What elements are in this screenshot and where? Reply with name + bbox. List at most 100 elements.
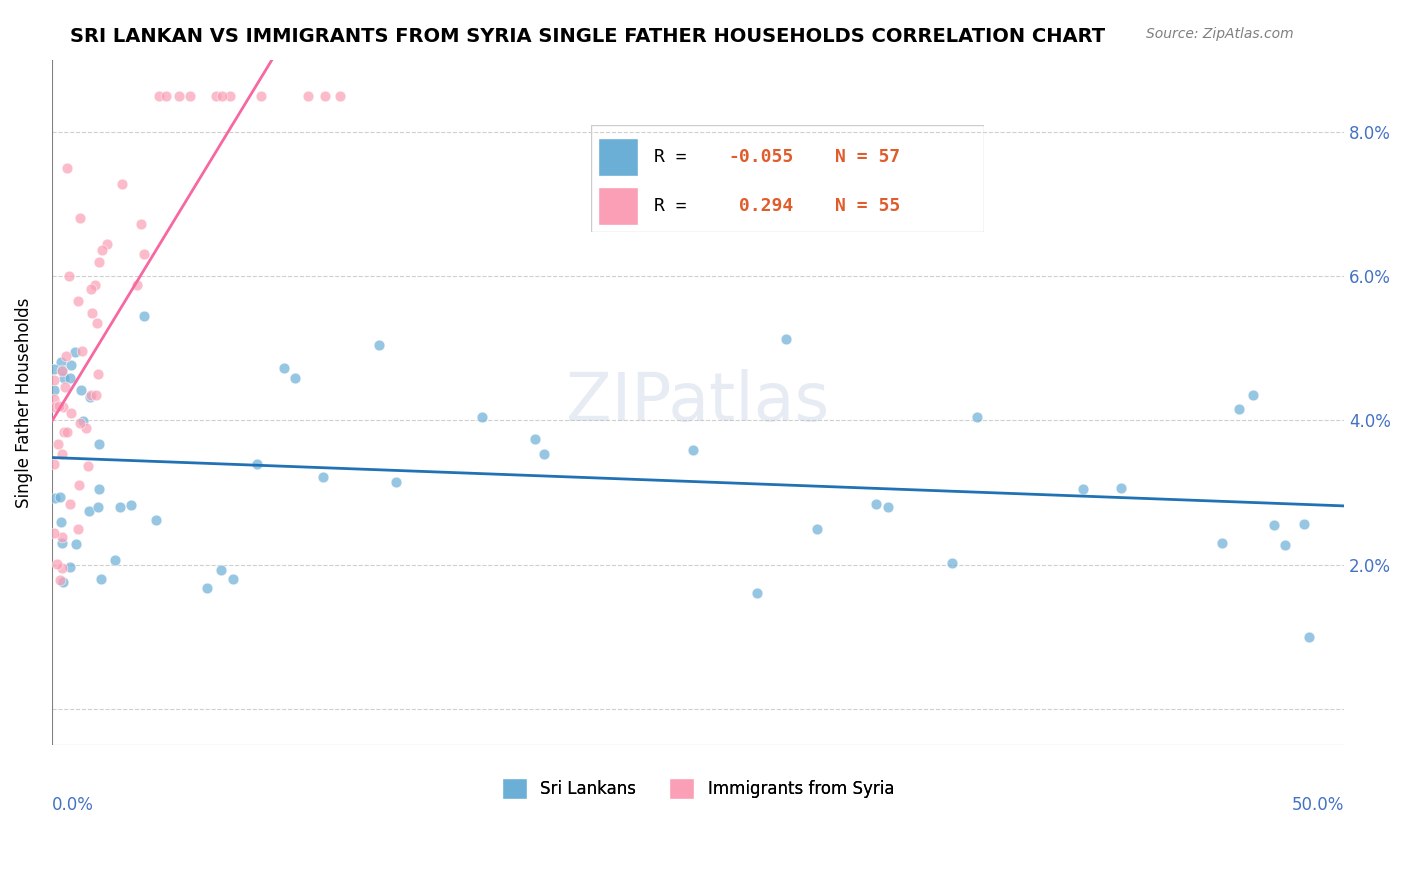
Point: [46, 557, 69, 571]
Text: 0.0%: 0.0%: [52, 797, 94, 814]
Text: N = 55: N = 55: [835, 197, 900, 215]
Point: [53, 425, 76, 439]
Point: [67, 478, 90, 492]
Point: [58, 268, 80, 283]
Point: [55, 349, 77, 363]
Point: [51, 447, 73, 461]
Point: [368, 337, 391, 351]
Point: [682, 442, 704, 457]
Point: [53, 379, 76, 393]
Text: R =: R =: [654, 197, 697, 215]
Point: [132, 309, 155, 323]
Point: [69, 211, 91, 226]
Text: ZIPatlas: ZIPatlas: [567, 369, 830, 435]
Point: [79, 388, 101, 402]
Point: [65, 537, 87, 551]
Text: 0.294: 0.294: [728, 197, 793, 215]
Point: [44, 526, 66, 541]
Point: [86, 316, 108, 330]
Text: R =: R =: [654, 148, 697, 166]
Text: Source: ZipAtlas.com: Source: ZipAtlas.com: [1146, 27, 1294, 41]
Point: [87, 482, 110, 496]
Point: [44, 457, 66, 471]
Point: [209, 563, 232, 577]
Text: -0.055: -0.055: [728, 148, 793, 166]
Point: [125, 277, 148, 292]
Point: [120, 498, 142, 512]
Point: [284, 371, 307, 385]
Point: [966, 410, 988, 425]
Point: [155, 88, 177, 103]
Point: [89, 437, 111, 451]
Point: [79, 390, 101, 404]
Point: [1241, 387, 1264, 401]
Point: [167, 88, 190, 103]
Point: [218, 88, 240, 103]
Point: [80, 305, 103, 319]
Point: [79, 282, 101, 296]
Point: [865, 497, 887, 511]
Point: [1263, 517, 1285, 532]
Text: 50.0%: 50.0%: [1292, 797, 1344, 814]
Point: [52, 401, 75, 415]
Point: [70, 384, 93, 398]
Text: SRI LANKAN VS IMMIGRANTS FROM SYRIA SINGLE FATHER HOUSEHOLDS CORRELATION CHART: SRI LANKAN VS IMMIGRANTS FROM SYRIA SING…: [70, 27, 1105, 45]
Point: [104, 553, 127, 567]
Point: [941, 557, 963, 571]
Point: [51, 364, 73, 378]
Point: [72, 414, 94, 428]
Point: [51, 560, 73, 574]
Point: [77, 504, 100, 518]
Point: [77, 458, 100, 473]
Point: [250, 88, 273, 103]
Point: [87, 368, 110, 382]
Point: [75, 420, 97, 434]
Point: [195, 581, 218, 595]
Point: [1298, 630, 1320, 644]
Point: [179, 88, 201, 103]
Point: [87, 500, 110, 514]
Point: [65, 344, 87, 359]
Point: [52, 575, 75, 590]
Point: [806, 522, 828, 536]
Point: [131, 218, 153, 232]
Point: [44, 383, 66, 397]
Point: [1211, 536, 1233, 550]
Point: [1294, 516, 1316, 531]
Point: [58, 371, 80, 385]
Point: [48, 399, 70, 413]
Point: [314, 88, 336, 103]
Point: [56, 161, 79, 175]
Point: [44, 362, 66, 376]
Point: [108, 500, 131, 514]
Point: [745, 586, 768, 600]
Point: [524, 432, 547, 446]
Point: [205, 88, 228, 103]
Point: [44, 401, 66, 415]
Point: [44, 392, 66, 407]
Point: [211, 88, 233, 103]
Point: [1227, 402, 1250, 417]
Point: [1109, 481, 1132, 495]
Point: [48, 490, 70, 504]
Point: [145, 513, 167, 527]
Point: [876, 500, 898, 515]
Y-axis label: Single Father Households: Single Father Households: [15, 297, 32, 508]
Point: [59, 560, 82, 574]
Point: [66, 522, 89, 536]
Point: [87, 254, 110, 268]
Point: [90, 573, 112, 587]
Point: [134, 247, 156, 261]
Point: [222, 572, 245, 586]
Point: [44, 374, 66, 388]
Point: [46, 437, 69, 451]
Point: [59, 359, 82, 373]
Point: [111, 177, 134, 191]
Point: [44, 491, 66, 505]
Point: [312, 470, 335, 484]
Point: [84, 277, 107, 292]
Point: [49, 516, 72, 530]
Point: [91, 243, 114, 257]
Point: [297, 88, 319, 103]
Point: [67, 293, 90, 308]
